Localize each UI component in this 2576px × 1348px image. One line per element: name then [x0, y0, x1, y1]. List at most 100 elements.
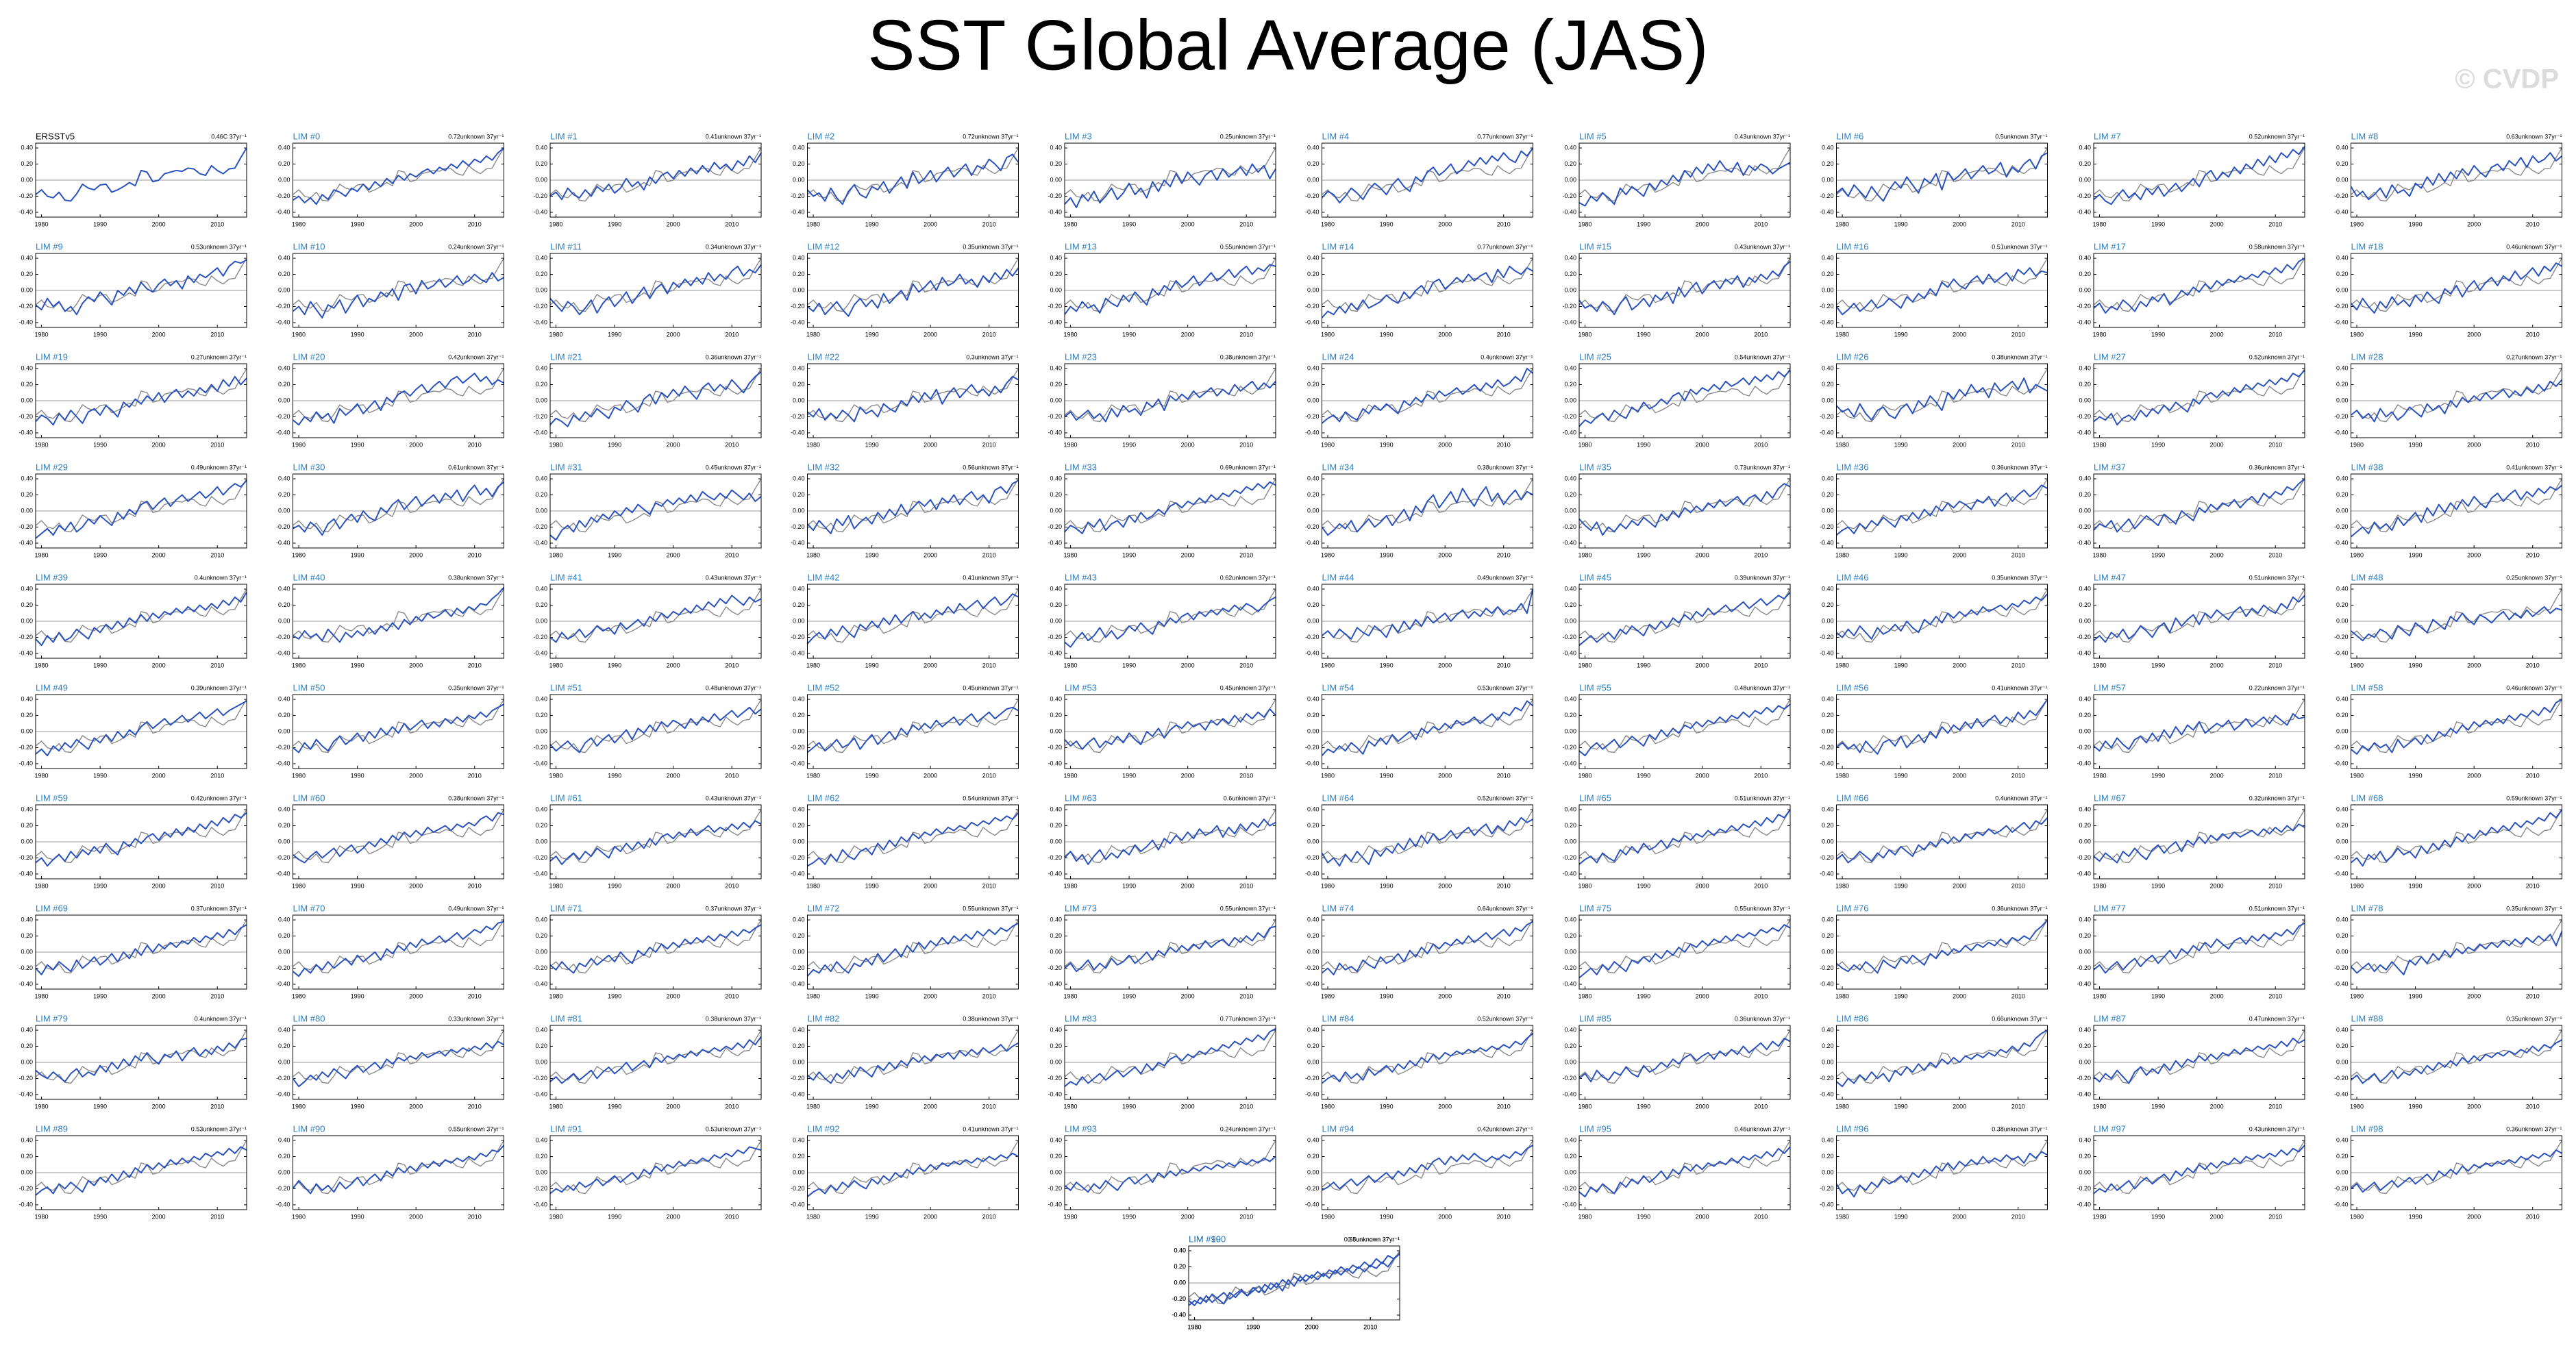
plot-frame [1578, 694, 1791, 769]
plot-frame [1064, 1135, 1276, 1210]
plot-frame [1064, 584, 1276, 659]
panel-title: LIM #81 [550, 1013, 582, 1023]
panel-title: LIM #100 [1189, 1234, 1226, 1244]
series-line [1321, 588, 1534, 640]
y-tick-label: 0.20 [21, 712, 33, 719]
reference-line [2351, 147, 2563, 202]
y-tick-label: 0.40 [21, 695, 33, 702]
x-tick-label: 1980 [806, 441, 820, 448]
x-tick-label: 1990 [865, 1103, 879, 1110]
y-tick-label: 0.00 [2079, 176, 2091, 183]
reference-line [807, 919, 1019, 974]
y-tick-label: -0.40 [1048, 539, 1062, 546]
x-tick-label: 1980 [35, 551, 49, 558]
y-tick-label: 0.40 [1564, 1136, 1576, 1143]
x-tick-label: 1980 [2350, 882, 2364, 889]
y-tick-label: 0.40 [1307, 1136, 1320, 1143]
y-tick-label: -0.20 [791, 634, 805, 640]
y-tick-label: -0.40 [1305, 870, 1320, 877]
panel-title: LIM #38 [2351, 462, 2383, 472]
y-tick-label: -0.40 [533, 649, 547, 656]
x-tick-label: 1980 [2093, 993, 2107, 999]
y-tick-label: -0.40 [1172, 1311, 1186, 1318]
x-tick-label: 2000 [1305, 1323, 1319, 1330]
y-tick-label: -0.20 [1562, 192, 1576, 199]
reference-line [2351, 809, 2563, 864]
x-tick-label: 2000 [2210, 662, 2224, 669]
x-tick-label: 1990 [2409, 441, 2423, 448]
x-tick-label: 2010 [982, 221, 996, 227]
y-tick-label: 0.20 [21, 1153, 33, 1160]
x-tick-label: 2000 [1696, 551, 1709, 558]
x-tick-label: 2010 [982, 662, 996, 669]
reference-line [35, 478, 247, 533]
panel-title: LIM #76 [1837, 903, 1869, 913]
y-tick-label: 0.40 [21, 585, 33, 592]
x-tick-label: 1980 [549, 1213, 563, 1220]
y-tick-label: 0.00 [535, 948, 547, 955]
y-tick-label: 0.40 [535, 144, 547, 151]
x-tick-label: 2010 [2268, 551, 2282, 558]
y-tick-label: 0.00 [535, 838, 547, 845]
series-line [292, 147, 505, 205]
y-tick-label: -0.20 [791, 744, 805, 751]
panel-subtitle: 0.4unknown 37yr⁻¹ [195, 1015, 247, 1022]
y-tick-label: -0.20 [1305, 854, 1320, 861]
series-line [1321, 265, 1533, 319]
y-tick-label: 0.40 [793, 1136, 805, 1143]
plot-frame [807, 473, 1019, 549]
y-tick-label: -0.40 [18, 649, 33, 656]
y-tick-label: -0.40 [533, 980, 547, 987]
y-tick-label: -0.40 [1562, 319, 1576, 325]
series-line [2093, 713, 2305, 752]
x-tick-label: 1980 [35, 221, 49, 227]
y-tick-label: 0.40 [2079, 585, 2091, 592]
x-tick-label: 2000 [1181, 993, 1195, 999]
y-tick-label: 0.40 [793, 695, 805, 702]
x-tick-label: 2010 [468, 331, 482, 338]
reference-line [1578, 1029, 1791, 1084]
series-line [806, 1042, 1019, 1084]
x-tick-label: 2010 [725, 441, 739, 448]
x-tick-label: 1980 [292, 441, 306, 448]
y-tick-label: 0.40 [793, 585, 805, 592]
panel-title: LIM #29 [36, 462, 68, 472]
y-tick-label: -0.40 [1820, 649, 1834, 656]
panel-title: LIM #19 [36, 351, 68, 362]
x-tick-label: 2000 [2210, 1103, 2224, 1110]
y-tick-label: 0.20 [2336, 381, 2349, 388]
x-tick-label: 2000 [2467, 1103, 2481, 1110]
x-tick-label: 1990 [608, 1213, 621, 1220]
series-line [806, 922, 1019, 977]
panel-subtitle: 0.36unknown 37yr⁻¹ [2249, 464, 2305, 471]
y-tick-label: 0.40 [278, 1136, 290, 1143]
panel-title: LIM #59 [36, 792, 68, 803]
panel-title: LIM #78 [2351, 903, 2383, 913]
x-tick-label: 2010 [2268, 662, 2282, 669]
reference-line [549, 368, 762, 423]
x-tick-label: 2000 [2210, 993, 2224, 999]
x-tick-label: 2000 [1953, 993, 1966, 999]
y-tick-label: 0.40 [2079, 916, 2091, 923]
panel-subtitle: 0.66unknown 37yr⁻¹ [1992, 1015, 2047, 1022]
y-tick-label: 0.00 [21, 1058, 33, 1065]
plot-frame [2093, 473, 2305, 549]
series-line [35, 259, 247, 316]
y-tick-label: 0.20 [21, 822, 33, 829]
panel-subtitle: 0.55unknown 37yr⁻¹ [1220, 243, 1276, 250]
y-tick-label: -0.20 [791, 854, 805, 861]
y-tick-label: 0.00 [278, 1058, 290, 1065]
panel-subtitle: 0.53unknown 37yr⁻¹ [706, 1125, 761, 1132]
series-line [549, 264, 762, 316]
panel-title: LIM #13 [1065, 241, 1097, 251]
x-tick-label: 2010 [1754, 331, 1768, 338]
y-tick-label: 0.20 [278, 822, 290, 829]
plot-frame [1836, 914, 2048, 990]
panel-title: LIM #2 [808, 131, 835, 141]
series-line [35, 1037, 247, 1083]
y-tick-label: -0.40 [2334, 208, 2349, 215]
series-line [2350, 152, 2563, 201]
y-tick-label: 0.40 [21, 806, 33, 812]
panel-title: LIM #94 [1322, 1123, 1354, 1134]
